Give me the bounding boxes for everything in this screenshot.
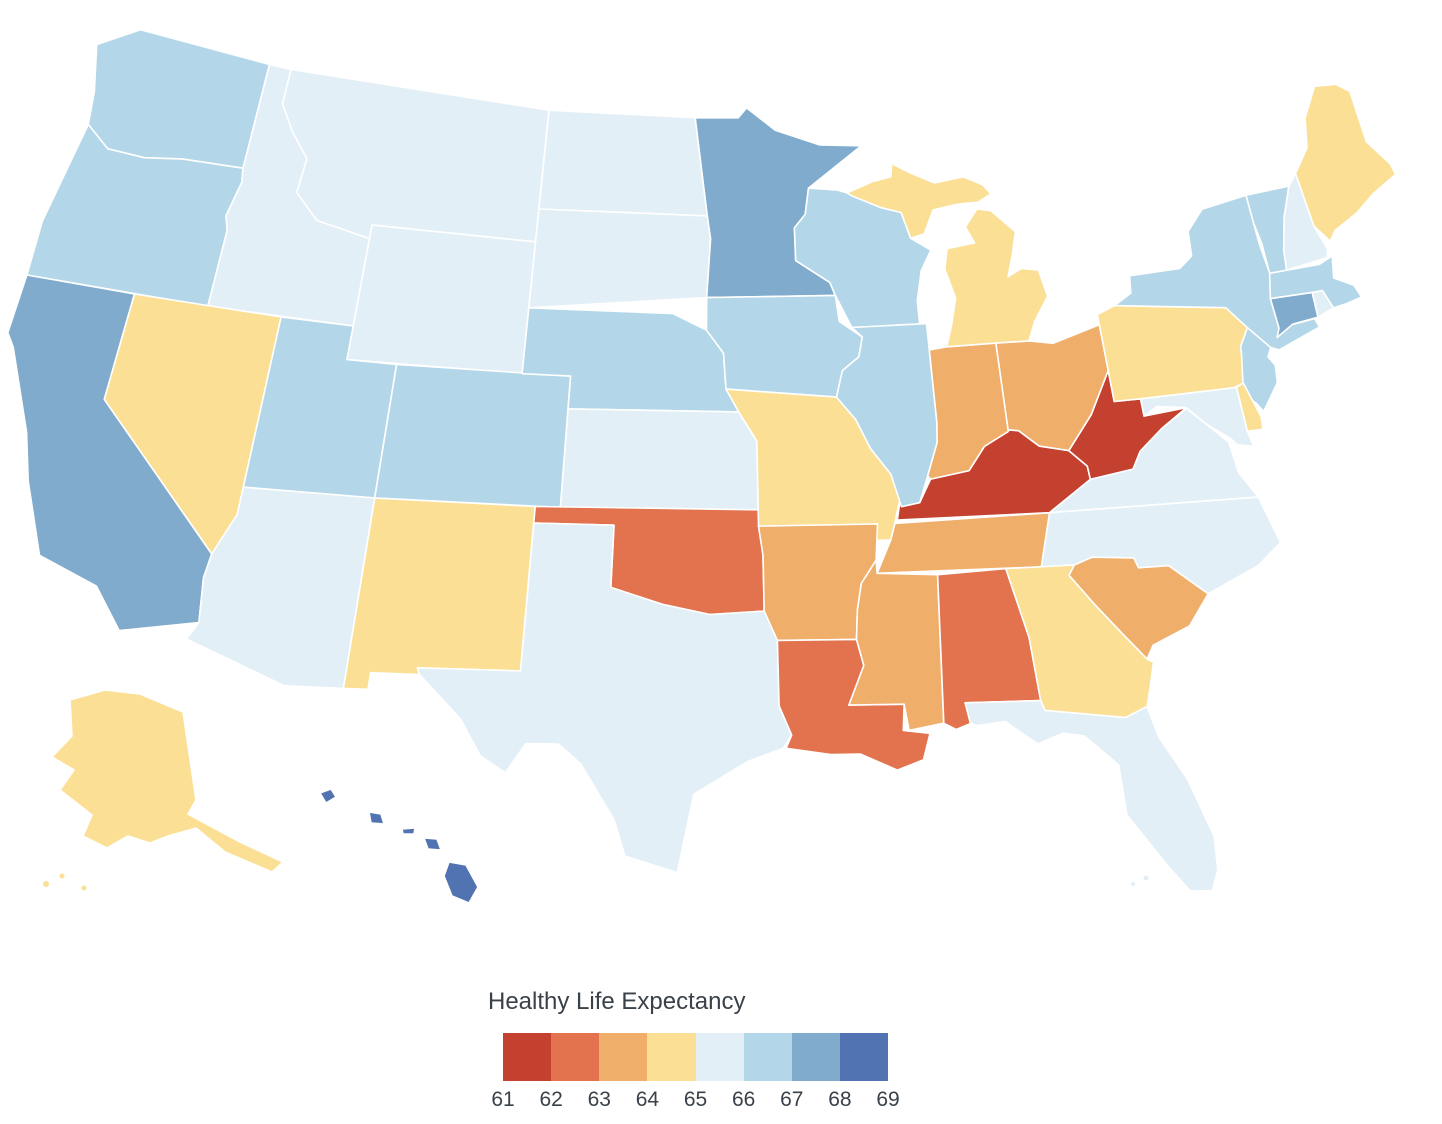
state-montana[interactable] [281,68,550,243]
legend-bin-67-68 [791,1033,840,1081]
state-new-jersey[interactable] [1239,326,1279,413]
state-colorado[interactable] [373,363,572,509]
state-alaska-islands[interactable] [81,885,87,891]
legend-tick-67: 67 [780,1088,804,1111]
legend-tick-63: 63 [587,1088,611,1111]
state-florida-islands[interactable] [1131,882,1135,886]
state-alaska[interactable] [51,689,284,873]
legend-bin-66-67 [743,1033,792,1081]
state-texas[interactable] [416,522,793,874]
legend-tick-69: 69 [876,1088,900,1111]
state-south-dakota[interactable] [528,208,712,309]
us-map [7,28,1397,904]
state-iowa[interactable] [705,294,864,398]
legend-bin-63-64 [599,1033,648,1081]
state-washington[interactable] [87,28,271,169]
legend-bin-64-65 [647,1033,696,1081]
legend-bin-68-69 [839,1033,888,1081]
state-mississippi[interactable] [848,559,945,732]
legend-bin-65-66 [695,1033,744,1081]
state-ohio[interactable] [995,323,1109,452]
legend-bin-61-62 [503,1033,552,1081]
legend-bin-62-63 [551,1033,600,1081]
state-delaware[interactable] [1235,382,1264,432]
state-alaska-islands[interactable] [59,873,65,879]
state-california[interactable] [7,274,213,632]
legend-tick-64: 64 [635,1088,660,1111]
state-kansas[interactable] [559,408,759,511]
legend-color-scale [503,1033,888,1081]
state-florida-islands[interactable] [1143,875,1149,881]
legend-tick-68: 68 [828,1088,852,1111]
state-maine[interactable] [1294,83,1397,242]
legend: Healthy Life Expectancy 61 62 63 64 65 66 67 68… [488,988,908,1111]
state-new-mexico[interactable] [342,497,536,691]
legend-tick-62: 62 [539,1088,563,1111]
state-hawaii[interactable] [319,788,479,904]
state-wyoming[interactable] [346,224,537,375]
legend-tick-66: 66 [731,1088,756,1111]
state-north-dakota[interactable] [538,109,709,217]
legend-title: Healthy Life Expectancy [488,988,746,1015]
state-michigan[interactable] [846,162,1049,348]
state-massachusetts[interactable] [1268,255,1363,309]
legend-tick-labels: 61 62 63 64 65 66 67 68 69 [491,1088,899,1114]
legend-tick-65: 65 [683,1088,708,1111]
state-alaska-islands[interactable] [43,881,49,887]
state-florida[interactable] [964,699,1219,892]
legend-tick-61: 61 [491,1088,515,1111]
